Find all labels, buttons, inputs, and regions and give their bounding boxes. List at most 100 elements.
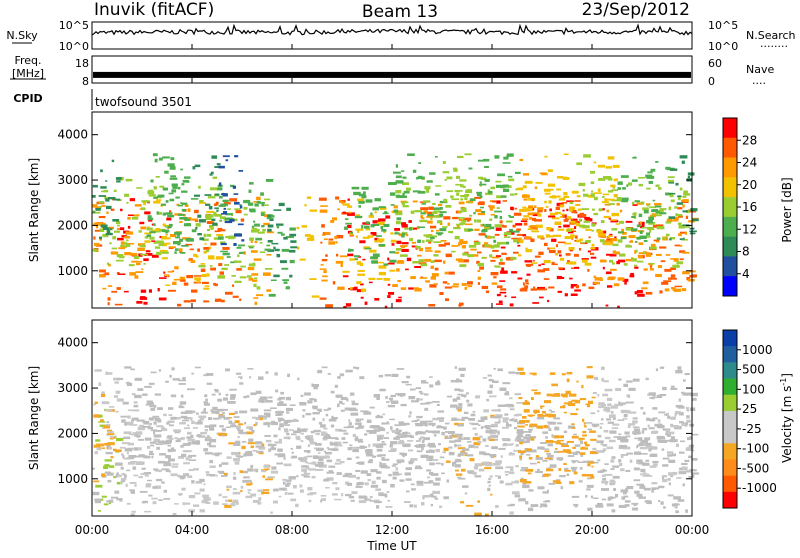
power-cell [641, 227, 649, 229]
power-cell [562, 209, 565, 212]
velocity-cell [299, 489, 304, 493]
power-cell [147, 217, 154, 221]
velocity-cell [316, 447, 322, 451]
velocity-cell [181, 453, 187, 458]
power-cell [205, 215, 209, 218]
velocity-cell [133, 447, 139, 451]
velocity-cell [185, 410, 193, 414]
velocity-cell [638, 496, 646, 499]
power-cell [625, 245, 632, 248]
velocity-colorbar-label: Velocity [m s-1] [779, 373, 794, 463]
velocity-cell [228, 420, 233, 424]
power-cell [480, 177, 487, 181]
power-cell [420, 263, 428, 267]
velocity-cell [373, 394, 381, 397]
power-cell [631, 201, 635, 205]
velocity-cell [376, 505, 380, 509]
cpid-row: CPID twofsound 3501 [13, 89, 192, 110]
power-cell [107, 197, 116, 200]
power-cell [230, 184, 235, 188]
power-cell [281, 267, 289, 270]
power-cell [107, 297, 111, 301]
power-cell [203, 300, 210, 303]
velocity-cell [106, 372, 113, 375]
power-cell [544, 242, 548, 246]
power-cell [524, 180, 533, 184]
velocity-cell [587, 463, 591, 467]
velocity-cell [349, 446, 357, 449]
power-cell [417, 226, 426, 229]
velocity-cell [626, 486, 634, 490]
power-cell [206, 214, 214, 218]
power-cell [281, 248, 290, 252]
velocity-cell [348, 419, 351, 422]
power-cell [270, 279, 277, 281]
velocity-cell [342, 474, 350, 478]
velocity-cell [490, 435, 499, 438]
power-cell [140, 289, 147, 293]
velocity-cell [560, 486, 563, 490]
velocity-cell [516, 432, 524, 434]
power-cell [450, 195, 454, 199]
velocity-cell [324, 478, 329, 481]
power-cell [459, 222, 466, 225]
power-cell [584, 225, 590, 229]
power-cell [383, 263, 389, 266]
power-cell [575, 222, 581, 227]
velocity-cell [129, 489, 135, 491]
power-cell [102, 287, 107, 290]
velocity-cell [543, 424, 548, 429]
velocity-cell [452, 461, 457, 465]
power-cell [262, 228, 266, 232]
velocity-cell [282, 424, 291, 426]
velocity-cell [188, 469, 194, 472]
velocity-cell [309, 398, 315, 401]
velocity-cell [200, 411, 208, 414]
velocity-cell [648, 448, 652, 452]
velocity-cell [320, 457, 324, 462]
power-cell [214, 214, 222, 217]
velocity-cell [519, 441, 523, 445]
velocity-cell [350, 412, 359, 416]
power-cell [608, 217, 611, 220]
power-cell [461, 259, 469, 263]
power-cell [582, 189, 585, 192]
power-cell [619, 253, 626, 257]
velocity-cell [531, 389, 538, 392]
velocity-cell [360, 470, 368, 474]
velocity-cell [573, 433, 577, 436]
velocity-cell [250, 482, 253, 485]
velocity-cell [323, 435, 332, 439]
power-cell [606, 209, 609, 213]
velocity-cell [146, 400, 153, 403]
power-cell [358, 205, 361, 208]
power-cell [598, 164, 605, 168]
velocity-cell [595, 504, 604, 508]
velocity-cell [580, 453, 584, 457]
power-cell [170, 175, 176, 178]
velocity-cell [303, 475, 311, 478]
velocity-cell [550, 410, 555, 413]
power-cell [355, 235, 358, 238]
velocity-cell [143, 425, 151, 428]
velocity-cell [244, 451, 250, 454]
power-cell [529, 216, 532, 220]
power-cell [569, 201, 574, 204]
velocity-cell [552, 480, 561, 483]
velocity-cell [416, 480, 423, 484]
velocity-cell [223, 397, 228, 401]
velocity-cell [101, 401, 110, 405]
velocity-cell [606, 446, 614, 450]
power-cell [415, 245, 419, 248]
power-cell [212, 176, 218, 179]
velocity-cell [498, 419, 501, 423]
velocity-cell [215, 474, 218, 477]
power-cell [407, 153, 415, 156]
velocity-cell [376, 471, 382, 474]
velocity-cell [326, 471, 335, 474]
power-cell [633, 264, 638, 267]
power-cell [609, 259, 613, 263]
power-cell [661, 281, 669, 285]
velocity-cell [645, 377, 649, 381]
power-cell [555, 253, 559, 256]
